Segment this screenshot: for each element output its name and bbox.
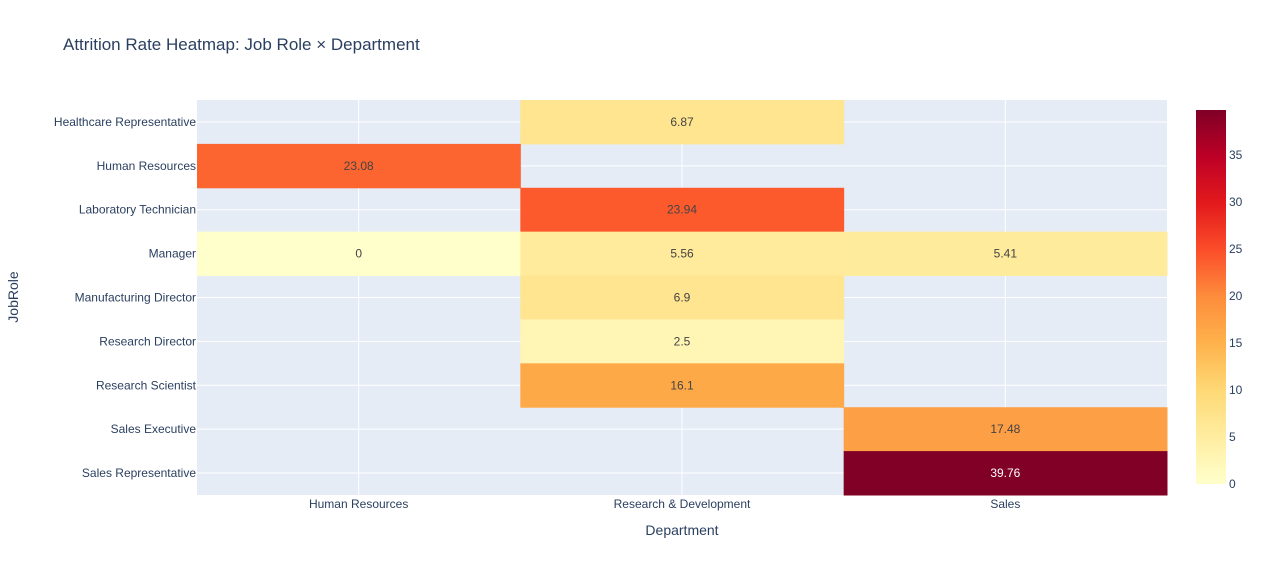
heatmap-cells	[197, 100, 1168, 496]
cell-value-label: 5.56	[670, 247, 694, 261]
colorbar-ticks: 0 5 10 15 20 25 30 35	[1229, 148, 1243, 491]
colorbar-tick-label: 35	[1229, 148, 1243, 162]
colorbar	[1196, 110, 1226, 484]
heatmap-cell	[843, 231, 1168, 277]
heatmap-cell	[520, 363, 845, 408]
heatmap-cell	[843, 451, 1168, 496]
cell-value-label: 5.41	[994, 247, 1018, 261]
x-axis-title: Department	[645, 522, 718, 538]
colorbar-tick-label: 15	[1229, 336, 1243, 350]
y-tick-label: Manager	[149, 247, 196, 261]
y-tick-label: Sales Executive	[111, 422, 197, 436]
x-tick-label: Sales	[990, 497, 1020, 511]
heatmap-cell	[197, 231, 521, 277]
heatmap-cell	[843, 407, 1168, 452]
y-axis-ticks: Healthcare Representative Human Resources…	[54, 115, 197, 480]
y-tick-label: Sales Representative	[82, 466, 196, 480]
heatmap-cell	[520, 187, 845, 233]
y-axis-title: JobRole	[5, 271, 21, 323]
cell-value-label: 23.94	[667, 203, 697, 217]
cell-value-label: 2.5	[674, 334, 691, 348]
colorbar-tick-label: 5	[1229, 430, 1236, 444]
y-tick-label: Research Director	[99, 334, 196, 348]
heatmap-cell	[520, 100, 845, 145]
colorbar-tick-label: 20	[1229, 289, 1243, 303]
cell-value-label: 6.87	[670, 115, 694, 129]
colorbar-tick-label: 10	[1229, 383, 1243, 397]
colorbar-tick-label: 30	[1229, 195, 1243, 209]
cell-value-label: 39.76	[990, 466, 1020, 480]
chart-title: Attrition Rate Heatmap: Job Role × Depar…	[63, 35, 420, 54]
cell-value-label: 0	[355, 247, 362, 261]
colorbar-tick-label: 0	[1229, 477, 1236, 491]
y-tick-label: Healthcare Representative	[54, 115, 196, 129]
heatmap-cell	[520, 231, 845, 277]
x-tick-label: Research & Development	[614, 497, 751, 511]
colorbar-tick-label: 25	[1229, 242, 1243, 256]
heatmap-cell	[520, 275, 845, 320]
cell-value-label: 6.9	[674, 291, 691, 305]
y-tick-label: Research Scientist	[96, 378, 197, 392]
heatmap-cell	[197, 143, 521, 189]
cell-value-label: 23.08	[344, 159, 374, 173]
cell-value-label: 16.1	[670, 378, 694, 392]
y-tick-label: Laboratory Technician	[79, 203, 196, 217]
cell-value-label: 17.48	[990, 422, 1020, 436]
cell-labels: 6.87 23.08 23.94 0 5.56 5.41 6.9 2.5 16.1 17.48 39…	[344, 115, 1021, 480]
heatmap-cell	[520, 319, 845, 364]
x-axis-ticks: Human Resources Research & Development Sal…	[309, 497, 1020, 511]
y-tick-label: Manufacturing Director	[75, 291, 196, 305]
y-tick-label: Human Resources	[97, 159, 196, 173]
x-tick-label: Human Resources	[309, 497, 408, 511]
